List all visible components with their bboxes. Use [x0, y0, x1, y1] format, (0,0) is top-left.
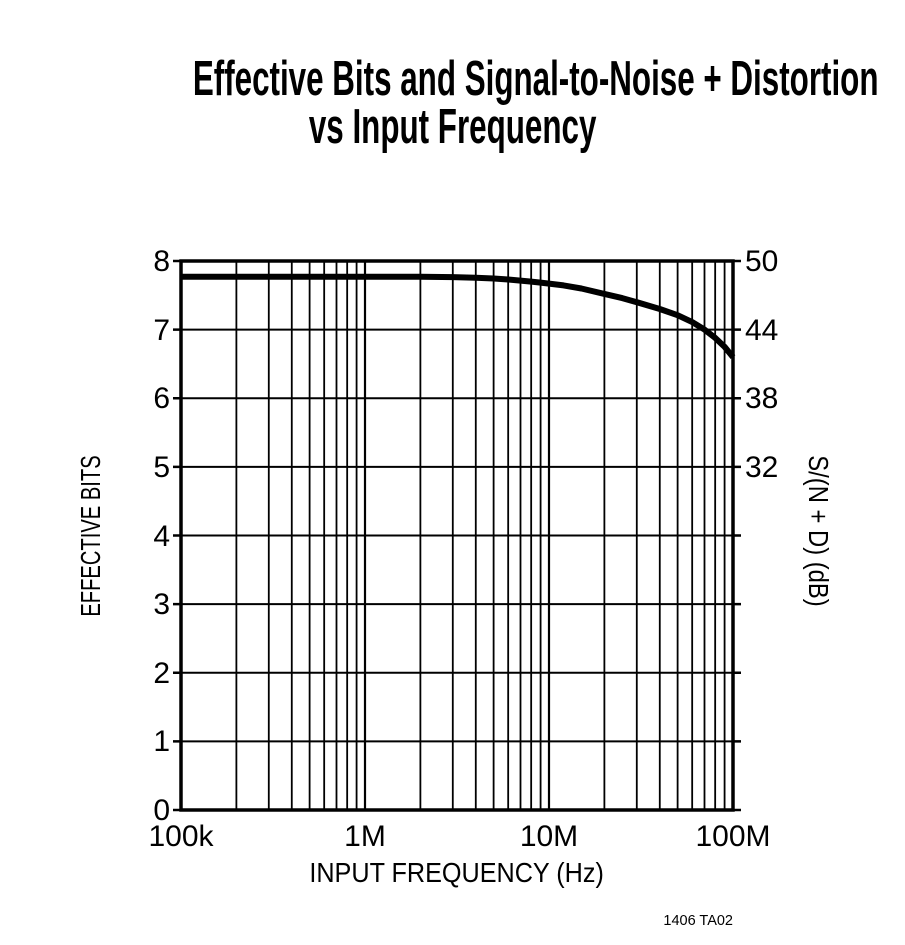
- x-axis-title: INPUT FREQUENCY (Hz): [207, 858, 707, 888]
- left-axis-title: EFFECTIVE BITS: [75, 424, 106, 648]
- y-left-tick-label: 6: [153, 382, 170, 416]
- chart-title: Effective Bits and Signal-to-Noise + Dis…: [0, 52, 905, 154]
- y-left-tick-label: 0: [153, 794, 170, 827]
- chart-title-line2: vs Input Frequency: [0, 100, 905, 154]
- x-tick-label: 10M: [519, 820, 579, 853]
- y-left-tick-label: 8: [153, 245, 170, 278]
- effective-bits-curve: [181, 273, 736, 359]
- y-right-tick-label: 38: [745, 382, 779, 416]
- figure-note: 1406 TA02: [663, 913, 733, 929]
- x-tick-label: 1M: [344, 820, 386, 853]
- chart-title-line1-text: Effective Bits and Signal-to-Noise + Dis…: [192, 52, 879, 106]
- x-tick-label: 100k: [148, 820, 214, 853]
- y-left-tick-label: 2: [153, 656, 170, 690]
- x-tick-label: 100M: [695, 820, 771, 853]
- y-left-tick-label: 5: [153, 450, 170, 484]
- y-left-tick-label: 7: [153, 313, 170, 347]
- chart-title-line1: Effective Bits and Signal-to-Noise + Dis…: [0, 52, 905, 106]
- right-axis-title: S/(N + D) (dB): [803, 442, 834, 620]
- right-axis-title-text: S/(N + D) (dB): [803, 455, 834, 607]
- y-right-tick-label: 50: [745, 245, 779, 278]
- plot-frame: [179, 259, 735, 812]
- x-axis-title-text: INPUT FREQUENCY (Hz): [309, 857, 605, 888]
- y-left-tick-label: 3: [153, 588, 170, 622]
- y-left-tick-label: 1: [153, 725, 170, 759]
- chart-title-line2-text: vs Input Frequency: [308, 100, 597, 154]
- y-right-tick-label: 44: [745, 313, 779, 347]
- left-axis-title-text: EFFECTIVE BITS: [75, 455, 106, 617]
- y-right-tick-label: 32: [745, 450, 779, 484]
- y-left-tick-label: 4: [153, 519, 170, 553]
